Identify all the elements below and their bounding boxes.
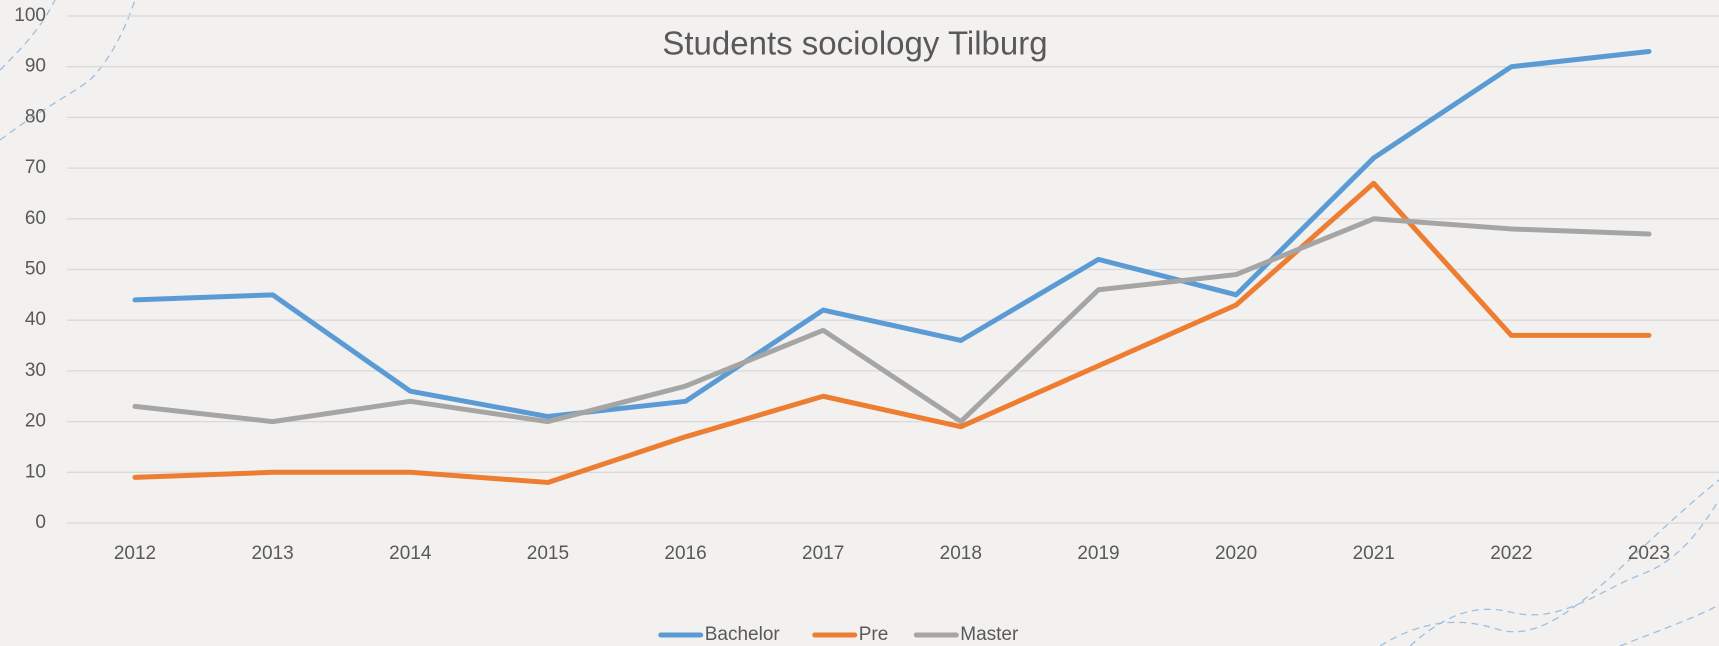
series-line [135,183,1649,482]
y-tick-label: 100 [14,5,46,26]
y-tick-label: 70 [25,157,46,178]
legend-label: Pre [859,624,889,645]
chart-title: Students sociology Tilburg [662,25,1047,62]
x-tick-label: 2017 [802,543,844,564]
x-tick-label: 2022 [1490,543,1532,564]
y-tick-label: 90 [25,56,46,77]
x-tick-label: 2019 [1077,543,1119,564]
chart: Students sociology Tilburg Bachelor Pre Ma… [0,0,1719,646]
y-tick-label: 40 [25,309,46,330]
y-tick-label: 20 [25,411,46,432]
x-tick-label: 2023 [1628,543,1670,564]
y-tick-label: 80 [25,106,46,127]
x-tick-label: 2013 [251,543,293,564]
decoration [1410,500,1719,646]
y-tick-label: 50 [25,259,46,280]
y-tick-label: 60 [25,208,46,229]
y-tick-label: 30 [25,360,46,381]
x-tick-label: 2015 [527,543,569,564]
legend-label: Bachelor [705,624,781,645]
x-tick-label: 2021 [1353,543,1395,564]
legend-label: Master [960,624,1019,645]
x-tick-label: 2016 [664,543,706,564]
x-tick-label: 2020 [1215,543,1257,564]
x-tick-label: 2014 [389,543,432,564]
x-tick-label: 2012 [114,543,156,564]
y-tick-label: 0 [35,512,46,533]
x-tick-label: 2018 [940,543,982,564]
legend: Bachelor Pre Master [661,624,1019,645]
decoration [1620,605,1719,646]
y-tick-label: 10 [25,461,46,482]
